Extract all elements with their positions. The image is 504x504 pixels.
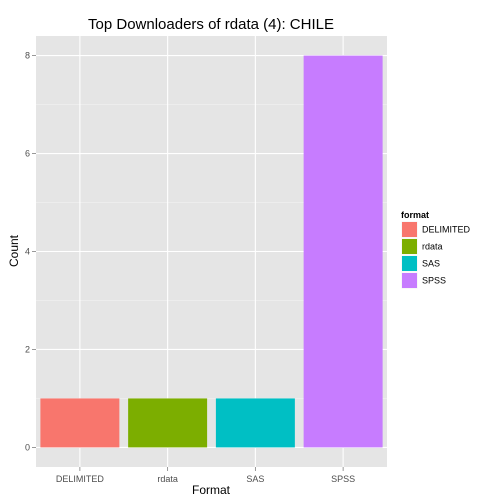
y-axis-ticks: 0 2 4 6 8 xyxy=(25,51,36,452)
x-axis-title: Format xyxy=(192,483,231,497)
x-tick-label: rdata xyxy=(157,474,178,484)
legend-label: SPSS xyxy=(422,276,446,286)
y-tick-label: 8 xyxy=(25,51,30,61)
bar-sas xyxy=(215,398,295,448)
legend-key-sas xyxy=(402,256,417,271)
y-tick-label: 2 xyxy=(25,344,30,354)
y-tick-label: 4 xyxy=(25,247,30,257)
bar-delimited xyxy=(40,398,120,448)
x-tick-label: SPSS xyxy=(331,474,355,484)
legend-key-delimited xyxy=(402,222,417,237)
legend-label: SAS xyxy=(422,259,440,269)
legend-title: format xyxy=(401,210,429,220)
legend-label: DELIMITED xyxy=(422,225,471,235)
legend-key-spss xyxy=(402,273,417,288)
y-axis-title: Count xyxy=(7,234,21,267)
bar-rdata xyxy=(128,398,208,448)
legend-key-rdata xyxy=(402,239,417,254)
y-tick-label: 6 xyxy=(25,149,30,159)
x-tick-label: DELIMITED xyxy=(56,474,105,484)
x-axis-ticks: DELIMITED rdata SAS SPSS xyxy=(56,467,355,484)
y-tick-label: 0 xyxy=(25,442,30,452)
bar-spss xyxy=(303,55,383,448)
x-tick-label: SAS xyxy=(246,474,264,484)
legend-label: rdata xyxy=(422,242,443,252)
legend: format DELIMITED rdata SAS SPSS xyxy=(400,210,471,290)
bars xyxy=(40,55,383,448)
chart-title: Top Downloaders of rdata (4): CHILE xyxy=(88,16,334,33)
legend-items: DELIMITED rdata SAS SPSS xyxy=(400,220,471,290)
